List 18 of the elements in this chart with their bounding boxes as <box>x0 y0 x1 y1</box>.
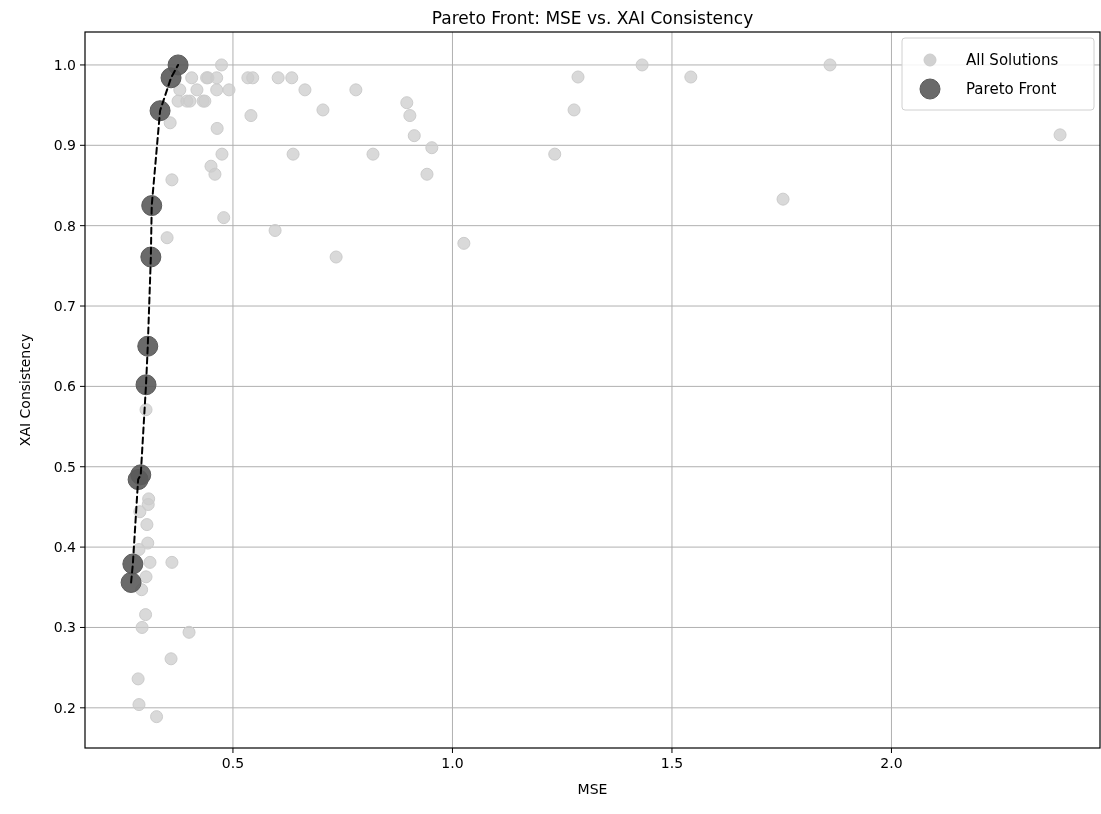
chart-title: Pareto Front: MSE vs. XAI Consistency <box>431 8 754 28</box>
x-tick-label: 1.0 <box>441 755 464 771</box>
x-tick-label: 0.5 <box>221 755 245 771</box>
x-axis-title: MSE <box>577 781 608 797</box>
y-tick-label: 0.9 <box>53 137 76 154</box>
y-tick-label: 1.0 <box>53 56 76 73</box>
y-tick-label: 0.8 <box>53 217 76 234</box>
y-axis-title: XAI Consistency <box>17 333 33 447</box>
legend-label: All Solutions <box>966 51 1059 69</box>
x-tick-label: 2.0 <box>880 755 903 771</box>
legend-label: Pareto Front <box>966 80 1057 98</box>
y-tick-label: 0.2 <box>53 699 76 716</box>
y-tick-label: 0.3 <box>53 619 76 636</box>
y-tick-label: 0.5 <box>53 458 76 475</box>
y-tick-label: 0.4 <box>53 539 77 556</box>
y-tick-label: 0.6 <box>53 378 77 395</box>
x-tick-label: 1.5 <box>660 755 684 771</box>
y-tick-label: 0.7 <box>53 298 76 315</box>
